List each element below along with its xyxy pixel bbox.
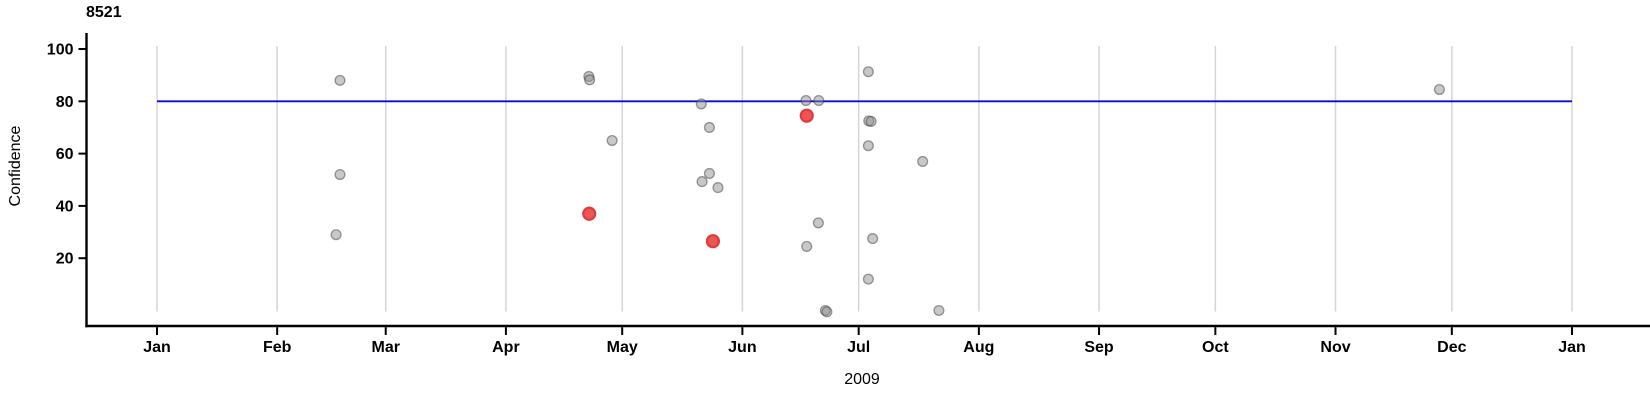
x-tick-label: Nov (1320, 339, 1350, 356)
data-point (933, 304, 945, 317)
highlighted-data-point (582, 206, 597, 221)
data-point (703, 167, 715, 180)
data-point (703, 121, 715, 133)
x-tick-label: Jul (847, 339, 870, 356)
x-tick-label: Feb (263, 339, 292, 356)
data-point (584, 74, 596, 86)
data-point (696, 176, 708, 188)
data-point (865, 115, 877, 127)
data-point (712, 182, 724, 194)
x-tick-label: Dec (1437, 339, 1466, 356)
x-tick-label: Oct (1202, 339, 1229, 356)
chart-title: 8521 (86, 4, 122, 21)
x-tick-label: May (607, 339, 638, 356)
data-point (330, 229, 342, 241)
data-point (813, 94, 825, 107)
data-point (862, 140, 874, 152)
x-tick-label: Apr (492, 339, 520, 356)
data-point (821, 306, 833, 318)
data-point (867, 233, 879, 245)
x-tick-label: Aug (963, 339, 994, 356)
y-tick-label: 20 (56, 251, 74, 268)
y-tick-label: 100 (47, 42, 74, 59)
data-point (334, 74, 346, 86)
y-tick-label: 60 (56, 146, 74, 163)
data-point (862, 66, 874, 78)
data-point (695, 98, 707, 110)
data-point (801, 240, 813, 252)
x-tick-label: Jan (143, 339, 171, 356)
y-axis-title: Confidence (7, 125, 24, 207)
data-point (812, 217, 824, 229)
y-tick-label: 40 (56, 198, 74, 215)
data-point (800, 94, 812, 107)
y-tick-label: 80 (56, 94, 74, 111)
data-point (606, 134, 618, 147)
x-tick-label: Mar (371, 339, 399, 356)
x-axis-title: 2009 (844, 371, 880, 388)
x-tick-label: Jan (1558, 339, 1586, 356)
data-point (917, 155, 929, 167)
highlighted-data-point (799, 108, 814, 123)
x-tick-label: Jun (728, 339, 756, 356)
data-point (862, 273, 874, 285)
data-point (1433, 83, 1445, 96)
x-tick-label: Sep (1084, 339, 1114, 356)
highlighted-data-point (705, 234, 721, 249)
data-point (334, 168, 346, 181)
